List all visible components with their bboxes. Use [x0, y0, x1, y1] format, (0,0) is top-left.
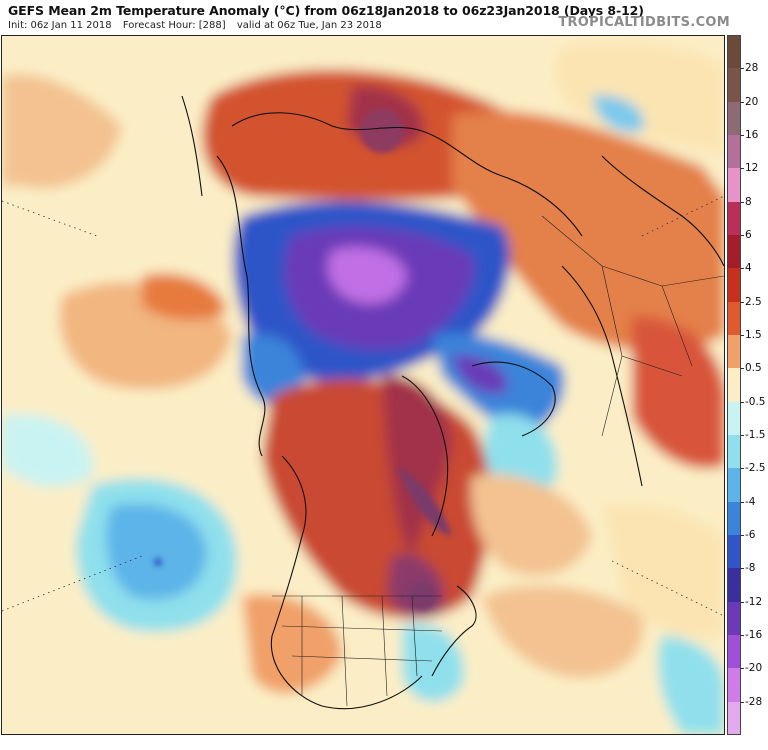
colorbar-label: -0.5: [745, 395, 766, 408]
map-canvas: [2, 36, 724, 734]
map-subtitle: Init: 06z Jan 11 2018 Forecast Hour: [28…: [8, 20, 390, 31]
anomaly-map: [1, 35, 725, 735]
anomaly-field: [2, 36, 724, 734]
borders: [272, 215, 724, 707]
colorbar-segment: [727, 635, 741, 669]
brand-label: TROPICALTIDBITS.COM: [558, 15, 730, 30]
colorbar-tick: [740, 335, 744, 336]
anomaly-detail: [154, 109, 452, 610]
colorbar-tick: [740, 601, 744, 603]
colorbar-segment: [727, 601, 741, 636]
colorbar-label: -8: [745, 562, 756, 575]
colorbar-tick: [740, 635, 744, 636]
colorbar-label: 12: [745, 162, 759, 175]
colorbar-tick: [740, 468, 744, 470]
colorbar-segment: [727, 201, 741, 236]
colorbar-label: -1.5: [745, 429, 766, 441]
colorbar-tick: [740, 668, 744, 670]
colorbar-label: -16: [745, 629, 763, 641]
colorbar-tick: [740, 568, 744, 570]
grid-lines: [2, 195, 724, 617]
colorbar-label: -28: [745, 695, 763, 708]
colorbar-label: 0.5: [745, 362, 762, 375]
colorbar-segment: [727, 301, 741, 336]
colorbar-segment: [727, 501, 741, 536]
colorbar-label: 1.5: [745, 329, 762, 341]
colorbar-label: 8: [745, 195, 752, 208]
colorbar-segment: [727, 335, 741, 369]
colorbar-tick: [740, 301, 744, 303]
colorbar-tick: [740, 701, 744, 703]
colorbar-label: -6: [745, 529, 756, 541]
colorbar-tick: [740, 135, 744, 136]
colorbar-segment: [727, 368, 741, 403]
colorbar-segment: [727, 268, 741, 303]
colorbar-segment: [727, 568, 741, 603]
colorbar-segment: [727, 168, 741, 203]
valid-time: valid at 06z Tue, Jan 23 2018: [236, 20, 382, 31]
colorbar-segment: [727, 701, 741, 736]
colorbar-segment: [727, 68, 741, 103]
colorbar-label: 6: [745, 229, 752, 241]
colorbar-label: 28: [745, 62, 759, 75]
colorbar-tick: [740, 435, 744, 436]
colorbar-tick: [740, 201, 744, 203]
forecast-hour: Forecast Hour: [288]: [122, 20, 226, 31]
colorbar-segment: [727, 435, 741, 469]
colorbar-tick: [740, 401, 744, 403]
colorbar-label: -4: [745, 495, 756, 508]
colorbar-segment: [727, 135, 741, 169]
colorbar-tick: [740, 235, 744, 236]
colorbar-segment: [727, 535, 741, 569]
colorbar-segment: [727, 235, 741, 269]
coastlines: [181, 95, 724, 710]
colorbar-label: -12: [745, 595, 763, 608]
colorbar-segment: [727, 401, 741, 436]
colorbar-segment: [727, 101, 741, 136]
colorbar: 28 20 16 12 8 6 4 2.5 1.5 0.5 -0.5 -1.5 -2.5 -4 -6 -8 -1…: [727, 35, 768, 736]
colorbar-label: 4: [745, 262, 752, 275]
colorbar-label: -2.5: [745, 462, 766, 475]
colorbar-label: -20: [745, 662, 763, 675]
colorbar-tick: [740, 101, 744, 103]
colorbar-tick: [740, 268, 744, 270]
colorbar-label: 16: [745, 129, 759, 141]
colorbar-tick: [740, 535, 744, 536]
colorbar-tick: [740, 68, 744, 70]
colorbar-segment: [727, 468, 741, 503]
colorbar-label: 2.5: [745, 295, 762, 308]
colorbar-segment: [727, 35, 741, 69]
colorbar-label: 20: [745, 95, 759, 108]
colorbar-tick: [740, 168, 744, 170]
map-title: GEFS Mean 2m Temperature Anomaly (°C) fr…: [8, 3, 644, 18]
colorbar-tick: [740, 368, 744, 370]
colorbar-segment: [727, 668, 741, 703]
init-time: Init: 06z Jan 11 2018: [8, 20, 112, 31]
colorbar-tick: [740, 501, 744, 503]
